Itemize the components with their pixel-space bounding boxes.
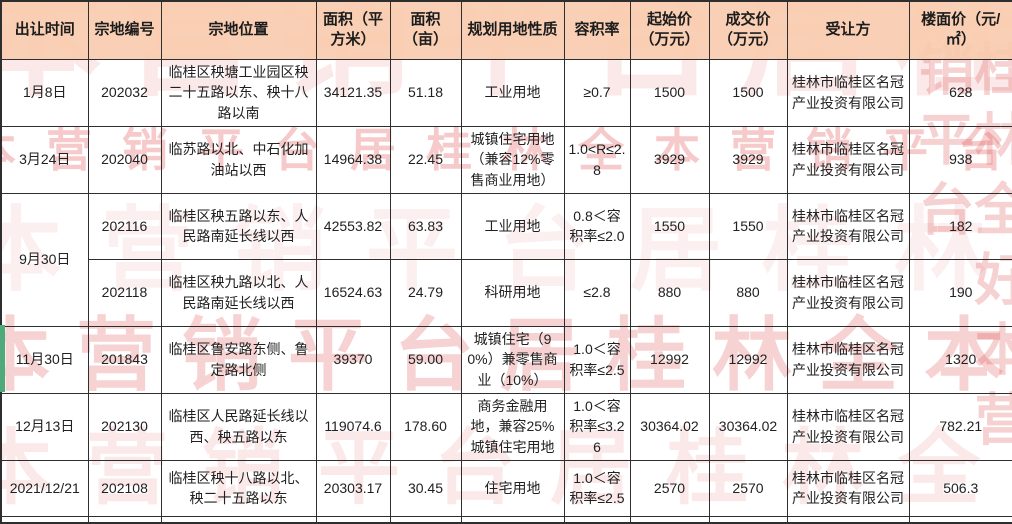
table-row: 202118 临桂区秧九路以北、人民路南延长线以西 16524.63 24.79… <box>1 258 1012 327</box>
cell-area-mu: 30.45 <box>389 459 462 517</box>
cell-floor-price: 190 <box>908 258 1012 327</box>
cell-floor-price: 1320 <box>908 325 1012 394</box>
cell-area-mu: 51.18 <box>389 58 462 127</box>
col-header-parcel-location: 宗地位置 <box>160 0 317 60</box>
cell-transferee: 桂林市临桂区名冠产业投资有限公司 <box>786 325 910 394</box>
cell-plot-ratio: ≤2.8 <box>563 258 631 327</box>
cell-parcel-location: 临苏路以北、中石化加油站以西 <box>160 125 317 194</box>
col-header-parcel-code: 宗地编号 <box>87 0 162 60</box>
table-row: 11月30日 201843 临桂区鲁安路东侧、鲁定路北侧 39370 59.00… <box>0 325 1012 394</box>
col-header-transfer-date: 出让时间 <box>0 0 89 60</box>
col-header-area-mu: 面积（亩） <box>389 0 462 60</box>
cell-area-mu: 178.60 <box>389 392 462 461</box>
cell-area-sqm: 20303.17 <box>315 459 391 517</box>
cell-deal-price: 12992 <box>708 325 788 394</box>
cell-plot-ratio: 1.0＜容积率≤2.5 <box>563 325 631 394</box>
cell-plot-ratio: 1.0<R≤2.8 <box>563 125 631 194</box>
cell-transfer-date: 1月8日 <box>0 58 89 127</box>
header-row: 出让时间 宗地编号 宗地位置 面积（平方米） 面积（亩） 规划用地性质 容积率 … <box>0 0 1012 60</box>
cell-deal-price: 880 <box>708 258 788 327</box>
cell-area-sqm: 16524.63 <box>315 258 391 327</box>
cell-floor-price: 938 <box>908 125 1012 194</box>
cell-parcel-location: 临桂区鲁安路东侧、鲁定路北侧 <box>160 325 317 394</box>
cell-plot-ratio: 0.8＜容积率≤2.0 <box>563 192 631 260</box>
col-header-plot-ratio: 容积率 <box>563 0 631 60</box>
cell-transferee: 桂林市临桂区名冠产业投资有限公司 <box>786 125 910 194</box>
cell-plot-ratio: 1.0＜容积率≤3.26 <box>563 392 631 461</box>
cell-transferee: 桂林市临桂区名冠产业投资有限公司 <box>786 459 910 517</box>
table-row: 3月24日 202040 临苏路以北、中石化加油站以西 14964.38 22.… <box>0 125 1012 194</box>
cell-area-sqm: 39370 <box>315 325 391 394</box>
col-header-area-sqm: 面积（平方米） <box>315 0 391 60</box>
col-header-land-use: 规划用地性质 <box>460 0 565 60</box>
cell-area-sqm: 14964.38 <box>315 125 391 194</box>
cell-transfer-date: 9月30日 <box>0 192 89 327</box>
cell-deal-price: 1550 <box>708 192 788 260</box>
cell-transferee: 桂林市临桂区名冠产业投资有限公司 <box>786 58 910 127</box>
cell-start-price: 30364.02 <box>629 392 710 461</box>
table-row: 1月8日 202032 临桂区秧塘工业园区秧二十五路以东、秧十八路以南 3412… <box>0 58 1012 127</box>
cell-area-mu: 24.79 <box>389 258 462 327</box>
cell-land-use: 城镇住宅用地（兼容12%零售商业用地） <box>460 125 565 194</box>
cell-land-use: 工业用地 <box>460 58 565 127</box>
cell-transfer-date: 11月30日 <box>0 325 89 394</box>
cell-start-price: 1500 <box>629 58 710 127</box>
cell-floor-price: 182 <box>908 192 1012 260</box>
cell-parcel-code: 202130 <box>87 392 162 461</box>
cell-land-use: 城镇住宅（90%）兼零售商业（10%） <box>460 325 565 394</box>
cell-parcel-code: 202118 <box>87 258 162 327</box>
cell-land-use: 商务金融用地，兼容25%城镇住宅用地 <box>460 392 565 461</box>
cell-floor-price: 782.21 <box>908 392 1012 461</box>
col-header-floor-price: 楼面价（元/㎡） <box>908 0 1012 60</box>
cell-area-sqm: 34121.35 <box>315 58 391 127</box>
cell-area-mu: 63.83 <box>389 192 462 260</box>
cell-parcel-code: 202040 <box>87 125 162 194</box>
cell-deal-price: 30364.02 <box>708 392 788 461</box>
table-row: 9月30日 202116 临桂区秧五路以东、人民路南延长线以西 42553.82… <box>0 192 1012 327</box>
cell-area-mu: 22.45 <box>389 125 462 194</box>
green-accent-strip <box>0 325 5 392</box>
cell-transferee: 桂林市临桂区名冠产业投资有限公司 <box>786 392 910 461</box>
cell-plot-ratio: ≥0.7 <box>563 58 631 127</box>
cell-parcel-code: 202108 <box>87 459 162 517</box>
cell-start-price: 3929 <box>629 125 710 194</box>
table-row: 2021/12/21 202108 临桂区秧十八路以北、秧二十五路以东 2030… <box>0 459 1012 517</box>
cell-start-price: 880 <box>629 258 710 327</box>
col-header-start-price: 起始价（万元） <box>629 0 710 60</box>
cell-start-price: 2570 <box>629 459 710 517</box>
cell-land-use: 住宅用地 <box>460 459 565 517</box>
cell-parcel-location: 临桂区秧五路以东、人民路南延长线以西 <box>160 192 317 260</box>
col-header-transferee: 受让方 <box>786 0 910 60</box>
cell-deal-price: 1500 <box>708 58 788 127</box>
table-row: 12月13日 202130 临桂区人民路延长线以西、秧五路以东 119074.6… <box>0 392 1012 461</box>
cell-parcel-location: 临桂区秧塘工业园区秧二十五路以东、秧十八路以南 <box>160 58 317 127</box>
cell-parcel-location: 临桂区人民路延长线以西、秧五路以东 <box>160 392 317 461</box>
cell-transferee: 桂林市临桂区名冠产业投资有限公司 <box>786 258 910 327</box>
cell-floor-price: 628 <box>908 58 1012 127</box>
table-bottom-strip <box>0 515 1012 523</box>
cell-deal-price: 3929 <box>708 125 788 194</box>
cell-parcel-location: 临桂区秧十八路以北、秧二十五路以东 <box>160 459 317 517</box>
cell-transfer-date: 12月13日 <box>0 392 89 461</box>
cell-start-price: 12992 <box>629 325 710 394</box>
cell-area-sqm: 42553.82 <box>315 192 391 260</box>
cell-transfer-date: 2021/12/21 <box>0 459 89 517</box>
cell-plot-ratio: 1.0＜容积率≤2.5 <box>563 459 631 517</box>
cell-parcel-code: 201843 <box>87 325 162 394</box>
cell-parcel-code: 202116 <box>87 192 162 260</box>
cell-transferee: 桂林市临桂区名冠产业投资有限公司 <box>786 192 910 260</box>
cell-land-use: 工业用地 <box>460 192 565 260</box>
cell-land-use: 科研用地 <box>460 258 565 327</box>
cell-area-sqm: 119074.6 <box>315 392 391 461</box>
cell-parcel-code: 202032 <box>87 58 162 127</box>
cell-floor-price: 506.3 <box>908 459 1012 517</box>
cell-parcel-location: 临桂区秧九路以北、人民路南延长线以西 <box>160 258 317 327</box>
cell-start-price: 1550 <box>629 192 710 260</box>
col-header-deal-price: 成交价（万元） <box>708 0 788 60</box>
cell-deal-price: 2570 <box>708 459 788 517</box>
cell-area-mu: 59.00 <box>389 325 462 394</box>
cell-transfer-date: 3月24日 <box>0 125 89 194</box>
